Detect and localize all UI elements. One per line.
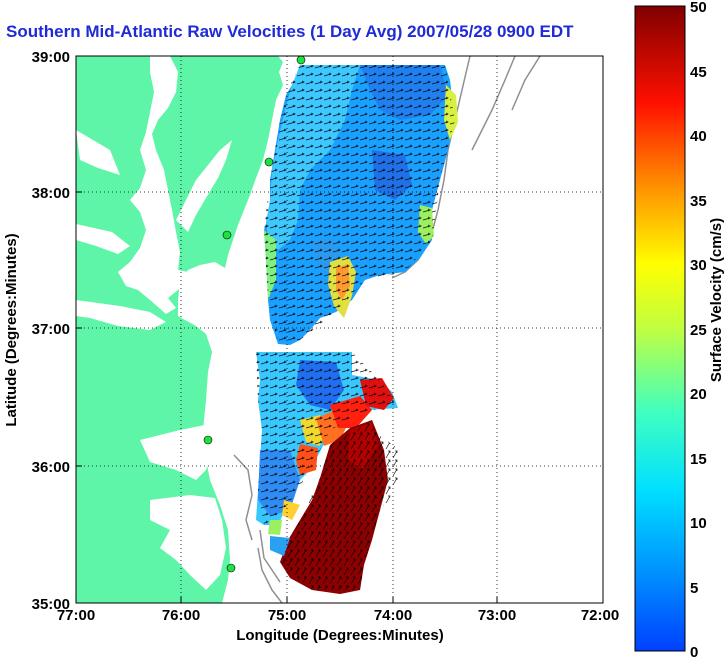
y-tick-label: 36:00 bbox=[32, 459, 70, 476]
radar-site-marker bbox=[222, 230, 232, 240]
colorbar-tick-label: 10 bbox=[690, 515, 707, 532]
colorbar-tick-label: 20 bbox=[690, 386, 707, 403]
x-tick-label: 74:00 bbox=[374, 607, 412, 624]
colorbar-tick-label: 15 bbox=[690, 451, 707, 468]
colorbar-tick-label: 50 bbox=[690, 0, 707, 16]
y-tick-label: 38:00 bbox=[32, 185, 70, 202]
map-frame bbox=[75, 55, 604, 604]
potomac-river bbox=[76, 130, 120, 175]
y-axis-ticks: 39:00 38:00 37:00 36:00 35:00 bbox=[32, 49, 70, 613]
x-tick-label: 73:00 bbox=[478, 607, 516, 624]
x-axis-label: Longitude (Degrees:Minutes) bbox=[236, 627, 444, 644]
axis-ticks bbox=[76, 191, 498, 603]
radar-site-marker bbox=[226, 563, 236, 573]
map-title: Southern Mid-Atlantic Raw Velocities (1 … bbox=[6, 22, 574, 41]
x-axis-ticks: 77:00 76:00 75:00 74:00 73:00 72:00 bbox=[57, 607, 619, 624]
radar-sites bbox=[203, 56, 306, 573]
colorbar-tick-label: 25 bbox=[690, 322, 707, 339]
colorbar-tick-label: 5 bbox=[690, 580, 698, 597]
colorbar-tick-label: 40 bbox=[690, 128, 707, 145]
bathymetry-contours bbox=[233, 56, 541, 603]
rappahannock-river bbox=[76, 224, 130, 254]
delmarva-bay bbox=[176, 140, 232, 232]
map-plot-area bbox=[76, 56, 603, 603]
colorbar-ticks: 50 45 40 35 30 25 20 15 10 5 0 bbox=[690, 0, 707, 659]
x-tick-label: 77:00 bbox=[57, 607, 95, 624]
radar-site-marker bbox=[203, 435, 213, 445]
land-mass bbox=[76, 56, 283, 603]
colorbar-gradient bbox=[634, 5, 686, 652]
james-river bbox=[76, 300, 166, 330]
albemarle-sound bbox=[140, 425, 212, 480]
colorbar-tick-label: 0 bbox=[690, 644, 698, 659]
chesapeake-bay bbox=[118, 56, 196, 314]
x-tick-label: 75:00 bbox=[268, 607, 306, 624]
colorbar-label: Surface Velocity (cm/s) bbox=[708, 218, 724, 382]
y-tick-label: 37:00 bbox=[32, 321, 70, 338]
colorbar: 50 45 40 35 30 25 20 15 10 5 0 Surface V… bbox=[634, 0, 724, 659]
y-tick-label: 35:00 bbox=[32, 596, 70, 613]
velocity-vectors bbox=[256, 65, 455, 590]
colorbar-tick-label: 45 bbox=[690, 64, 707, 81]
radar-site-marker bbox=[296, 56, 306, 65]
x-tick-label: 72:00 bbox=[581, 607, 619, 624]
pamlico-sound bbox=[150, 495, 226, 590]
radar-site-marker bbox=[264, 157, 274, 167]
colorbar-tick-label: 35 bbox=[690, 193, 707, 210]
y-tick-label: 39:00 bbox=[32, 49, 70, 66]
x-tick-label: 76:00 bbox=[162, 607, 200, 624]
colorbar-tick-label: 30 bbox=[690, 257, 707, 274]
y-axis-label: Latitude (Degrees:Minutes) bbox=[3, 233, 20, 426]
